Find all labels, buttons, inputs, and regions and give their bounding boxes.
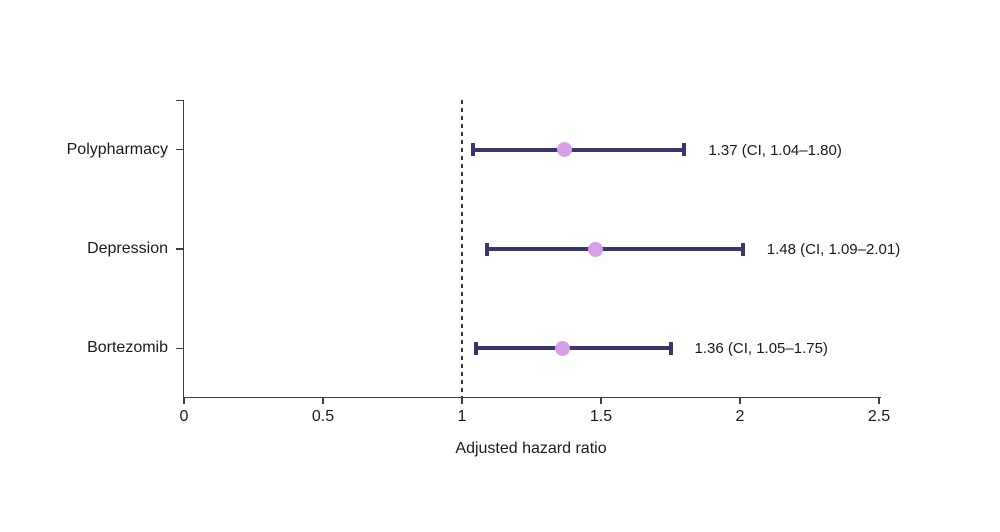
x-axis-tick-0.5 [322,398,324,404]
ci-cap-low-bortezomib [473,341,478,355]
y-axis-tick-polypharmacy [176,148,183,151]
x-axis-tick-1 [461,398,463,404]
ci-cap-low-depression [485,242,490,256]
x-axis-tick-label-1.5: 1.5 [589,408,613,425]
ci-cap-low-polypharmacy [471,143,476,157]
y-axis-line [182,100,184,398]
reference-line [461,100,463,398]
ci-cap-high-bortezomib [668,341,673,355]
x-axis-tick-label-2: 2 [735,408,745,425]
y-axis-tick-bortezomib [176,347,183,350]
x-axis-tick-0 [183,398,185,404]
x-axis-tick-label-0.5: 0.5 [311,408,335,425]
ci-bar-polypharmacy [473,147,685,152]
ci-bar-bortezomib [475,346,671,351]
ci-cap-high-depression [740,242,745,256]
x-axis-tick-label-1: 1 [457,408,467,425]
point-estimate-marker-depression [587,241,603,257]
ci-bar-depression [487,247,743,251]
category-label-depression: Depression [87,240,168,257]
x-axis-tick-2 [739,398,741,404]
x-axis-line [182,396,881,398]
x-axis-tick-1.5 [600,398,602,404]
x-axis-title: Adjusted hazard ratio [455,440,607,457]
estimate-annotation-depression: 1.48 (CI, 1.09–2.01) [766,241,901,258]
point-estimate-marker-polypharmacy [557,142,573,158]
category-label-bortezomib: Bortezomib [87,339,168,357]
ci-cap-high-polypharmacy [682,143,687,157]
x-axis-tick-label-2.5: 2.5 [867,408,891,425]
estimate-annotation-polypharmacy: 1.37 (CI, 1.04–1.80) [708,141,842,159]
point-estimate-marker-bortezomib [554,340,570,356]
y-axis-top-tick [176,99,183,101]
category-label-polypharmacy: Polypharmacy [66,140,168,158]
y-axis-tick-depression [176,248,183,250]
x-axis-tick-label-0: 0 [179,408,189,425]
estimate-annotation-bortezomib: 1.36 (CI, 1.05–1.75) [694,340,828,358]
x-axis-tick-2.5 [878,398,880,404]
